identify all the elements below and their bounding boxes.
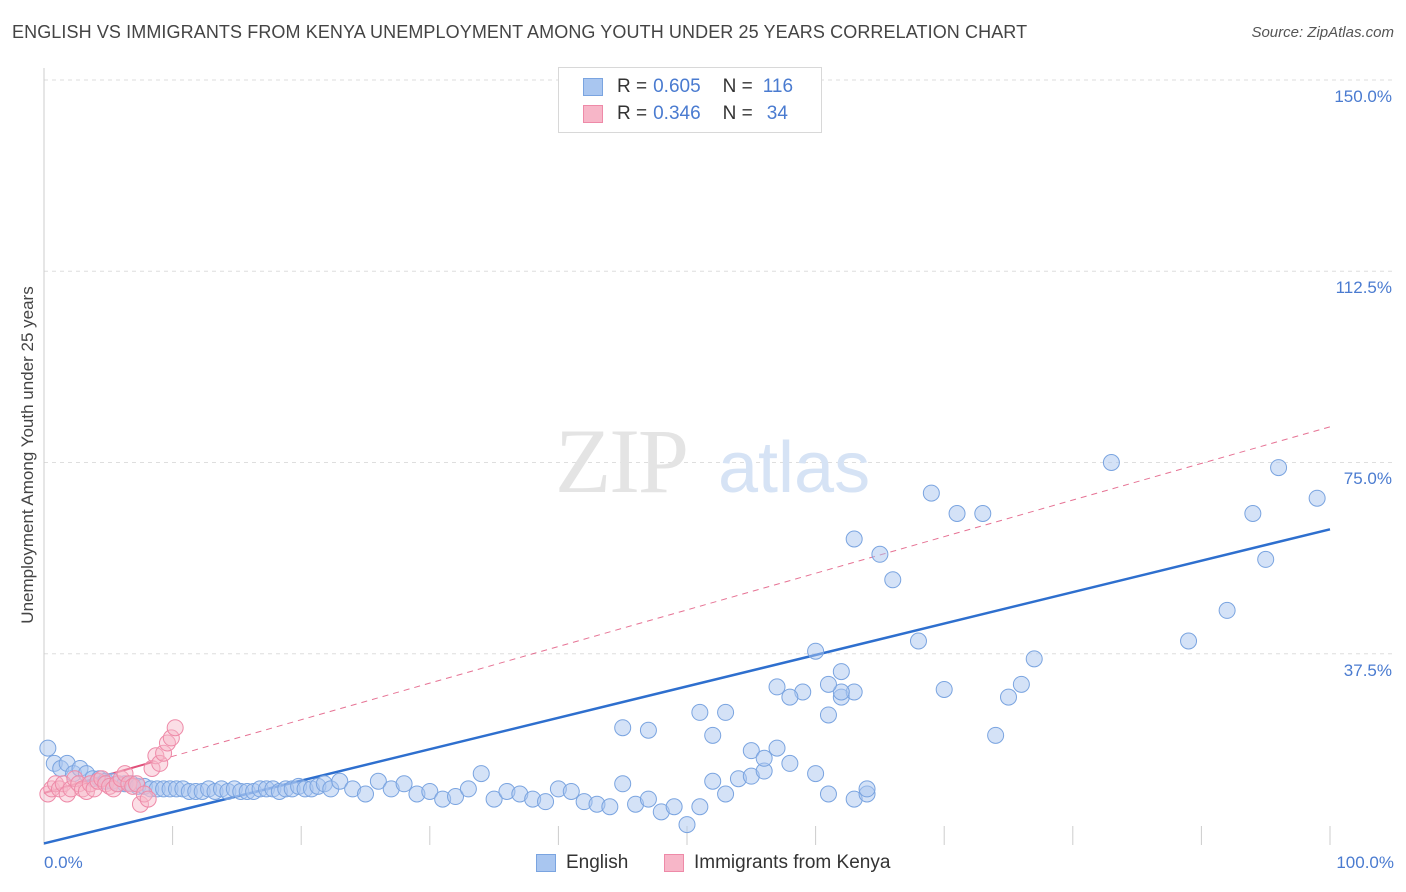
- chart-source: Source: ZipAtlas.com: [1251, 24, 1394, 41]
- english-point-94: [832, 663, 850, 681]
- kenya-point-26: [139, 790, 157, 808]
- english-point-103: [845, 530, 863, 548]
- english-point-63: [562, 782, 580, 800]
- english-point-74: [704, 772, 722, 790]
- english-point-47: [357, 785, 374, 803]
- english-point-118: [1257, 550, 1275, 568]
- kenya-legend-swatch: [664, 854, 684, 872]
- english-point-98: [768, 678, 786, 696]
- kenya-point-32: [162, 729, 180, 747]
- chart-title: ENGLISH VS IMMIGRANTS FROM KENYA UNEMPLO…: [12, 22, 1028, 42]
- english-point-72: [678, 816, 696, 834]
- english-point-50: [395, 775, 413, 793]
- english-point-54: [447, 788, 465, 806]
- english-point-66: [601, 798, 619, 816]
- english-point-52: [421, 782, 439, 800]
- y-tick-112: 112.5%: [1335, 278, 1392, 297]
- english-point-121: [1308, 489, 1326, 507]
- english-point-56: [472, 765, 490, 783]
- english-point-71: [665, 798, 683, 816]
- english-point-119: [1244, 505, 1262, 522]
- english-point-79: [614, 719, 632, 737]
- english-point-117: [1218, 601, 1236, 619]
- english-point-93: [819, 706, 837, 724]
- english-point-57: [485, 790, 503, 808]
- english-point-73: [691, 798, 709, 816]
- english-point-67: [614, 775, 632, 793]
- data-points: [39, 454, 1326, 834]
- english-point-69: [639, 790, 657, 808]
- english-point-102: [819, 675, 837, 693]
- english-point-108: [948, 505, 966, 522]
- english-point-110: [935, 680, 953, 698]
- english-point-105: [922, 484, 940, 502]
- english-r-label: R =: [617, 76, 648, 97]
- english-point-45: [331, 772, 349, 790]
- legend-row-kenya: R = 0.346 N = 34: [583, 101, 788, 127]
- english-point-48: [369, 772, 387, 790]
- legend-english: English: [536, 852, 628, 874]
- english-point-88: [819, 785, 837, 803]
- english-point-113: [1000, 688, 1017, 706]
- english-point-91: [768, 739, 786, 757]
- legend-row-english: R = 0.605 N = 116: [583, 74, 793, 100]
- kenya-trend-dashed: [43, 426, 1331, 794]
- english-point-80: [639, 721, 657, 739]
- english-point-97: [781, 688, 799, 706]
- y-tick-150: 150.0%: [1334, 87, 1392, 106]
- english-n-value: 116: [762, 76, 794, 97]
- english-point-0: [39, 739, 57, 757]
- kenya-swatch: [583, 105, 603, 123]
- watermark: ZIP atlas: [555, 410, 870, 512]
- english-point-120: [1270, 459, 1288, 477]
- english-point-82: [704, 726, 722, 744]
- english-point-85: [755, 749, 773, 767]
- english-point-115: [1102, 454, 1120, 471]
- english-point-81: [691, 703, 709, 721]
- legend-kenya: Immigrants from Kenya: [664, 852, 890, 874]
- y-tick-75: 75.0%: [1343, 469, 1392, 488]
- kenya-r-value: 0.346: [653, 103, 701, 124]
- english-point-84: [742, 742, 760, 760]
- english-point-75: [717, 785, 735, 803]
- english-point-111: [987, 726, 1005, 744]
- watermark-zip: ZIP: [555, 410, 687, 512]
- english-point-99: [832, 683, 850, 701]
- english-point-100: [858, 780, 876, 798]
- kenya-point-30: [155, 744, 173, 762]
- kenya-n-label: N =: [722, 103, 753, 124]
- english-point-55: [459, 780, 477, 798]
- kenya-r-label: R =: [617, 103, 648, 124]
- english-r-value: 0.605: [653, 76, 701, 97]
- kenya-legend-label: Immigrants from Kenya: [694, 852, 891, 873]
- english-point-107: [909, 632, 927, 650]
- kenya-n-value: 34: [766, 103, 788, 124]
- watermark-atlas: atlas: [718, 428, 870, 508]
- english-point-101: [807, 642, 825, 660]
- english-point-106: [871, 545, 889, 563]
- english-point-116: [1180, 632, 1198, 650]
- english-point-112: [1012, 675, 1030, 693]
- kenya-point-29: [151, 754, 169, 772]
- english-point-104: [884, 571, 902, 589]
- english-point-87: [807, 765, 825, 783]
- english-point-83: [717, 703, 735, 721]
- english-point-86: [781, 754, 799, 772]
- english-point-109: [974, 505, 992, 522]
- english-point-114: [1025, 650, 1043, 668]
- kenya-point-33: [166, 719, 184, 737]
- english-legend-swatch: [536, 854, 556, 872]
- stats-legend: R = 0.605 N = 116 R = 0.346 N = 34: [558, 67, 822, 133]
- english-n-label: N =: [722, 76, 753, 97]
- kenya-point-20: [116, 765, 134, 783]
- x-tick-0: 0.0%: [44, 853, 83, 872]
- english-legend-label: English: [566, 852, 629, 873]
- y-tick-37: 37.5%: [1343, 661, 1392, 680]
- x-tick-100: 100.0%: [1336, 853, 1394, 872]
- english-swatch: [583, 78, 603, 96]
- english-point-61: [537, 793, 555, 811]
